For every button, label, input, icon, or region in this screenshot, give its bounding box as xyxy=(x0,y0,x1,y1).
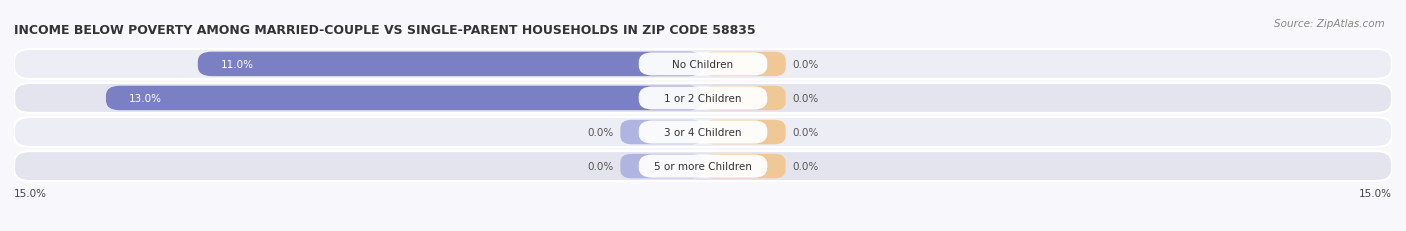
FancyBboxPatch shape xyxy=(14,50,1392,79)
FancyBboxPatch shape xyxy=(14,118,1392,147)
FancyBboxPatch shape xyxy=(703,86,786,111)
Text: INCOME BELOW POVERTY AMONG MARRIED-COUPLE VS SINGLE-PARENT HOUSEHOLDS IN ZIP COD: INCOME BELOW POVERTY AMONG MARRIED-COUPL… xyxy=(14,24,755,37)
Text: 0.0%: 0.0% xyxy=(793,94,818,103)
Text: 0.0%: 0.0% xyxy=(793,161,818,171)
FancyBboxPatch shape xyxy=(638,53,768,76)
FancyBboxPatch shape xyxy=(703,52,786,77)
Text: 0.0%: 0.0% xyxy=(588,161,613,171)
FancyBboxPatch shape xyxy=(198,52,703,77)
Text: 15.0%: 15.0% xyxy=(1360,188,1392,198)
Text: 5 or more Children: 5 or more Children xyxy=(654,161,752,171)
Text: No Children: No Children xyxy=(672,60,734,70)
FancyBboxPatch shape xyxy=(638,155,768,178)
Text: 3 or 4 Children: 3 or 4 Children xyxy=(664,128,742,137)
Text: Source: ZipAtlas.com: Source: ZipAtlas.com xyxy=(1274,18,1385,28)
Text: 0.0%: 0.0% xyxy=(588,128,613,137)
FancyBboxPatch shape xyxy=(14,152,1392,181)
Text: 0.0%: 0.0% xyxy=(793,60,818,70)
FancyBboxPatch shape xyxy=(638,87,768,110)
FancyBboxPatch shape xyxy=(620,154,703,179)
FancyBboxPatch shape xyxy=(703,120,786,145)
FancyBboxPatch shape xyxy=(638,121,768,144)
FancyBboxPatch shape xyxy=(14,84,1392,113)
Text: 11.0%: 11.0% xyxy=(221,60,253,70)
Text: 15.0%: 15.0% xyxy=(14,188,46,198)
Text: 13.0%: 13.0% xyxy=(129,94,162,103)
Text: 1 or 2 Children: 1 or 2 Children xyxy=(664,94,742,103)
FancyBboxPatch shape xyxy=(105,86,703,111)
Text: 0.0%: 0.0% xyxy=(793,128,818,137)
FancyBboxPatch shape xyxy=(703,154,786,179)
FancyBboxPatch shape xyxy=(620,120,703,145)
